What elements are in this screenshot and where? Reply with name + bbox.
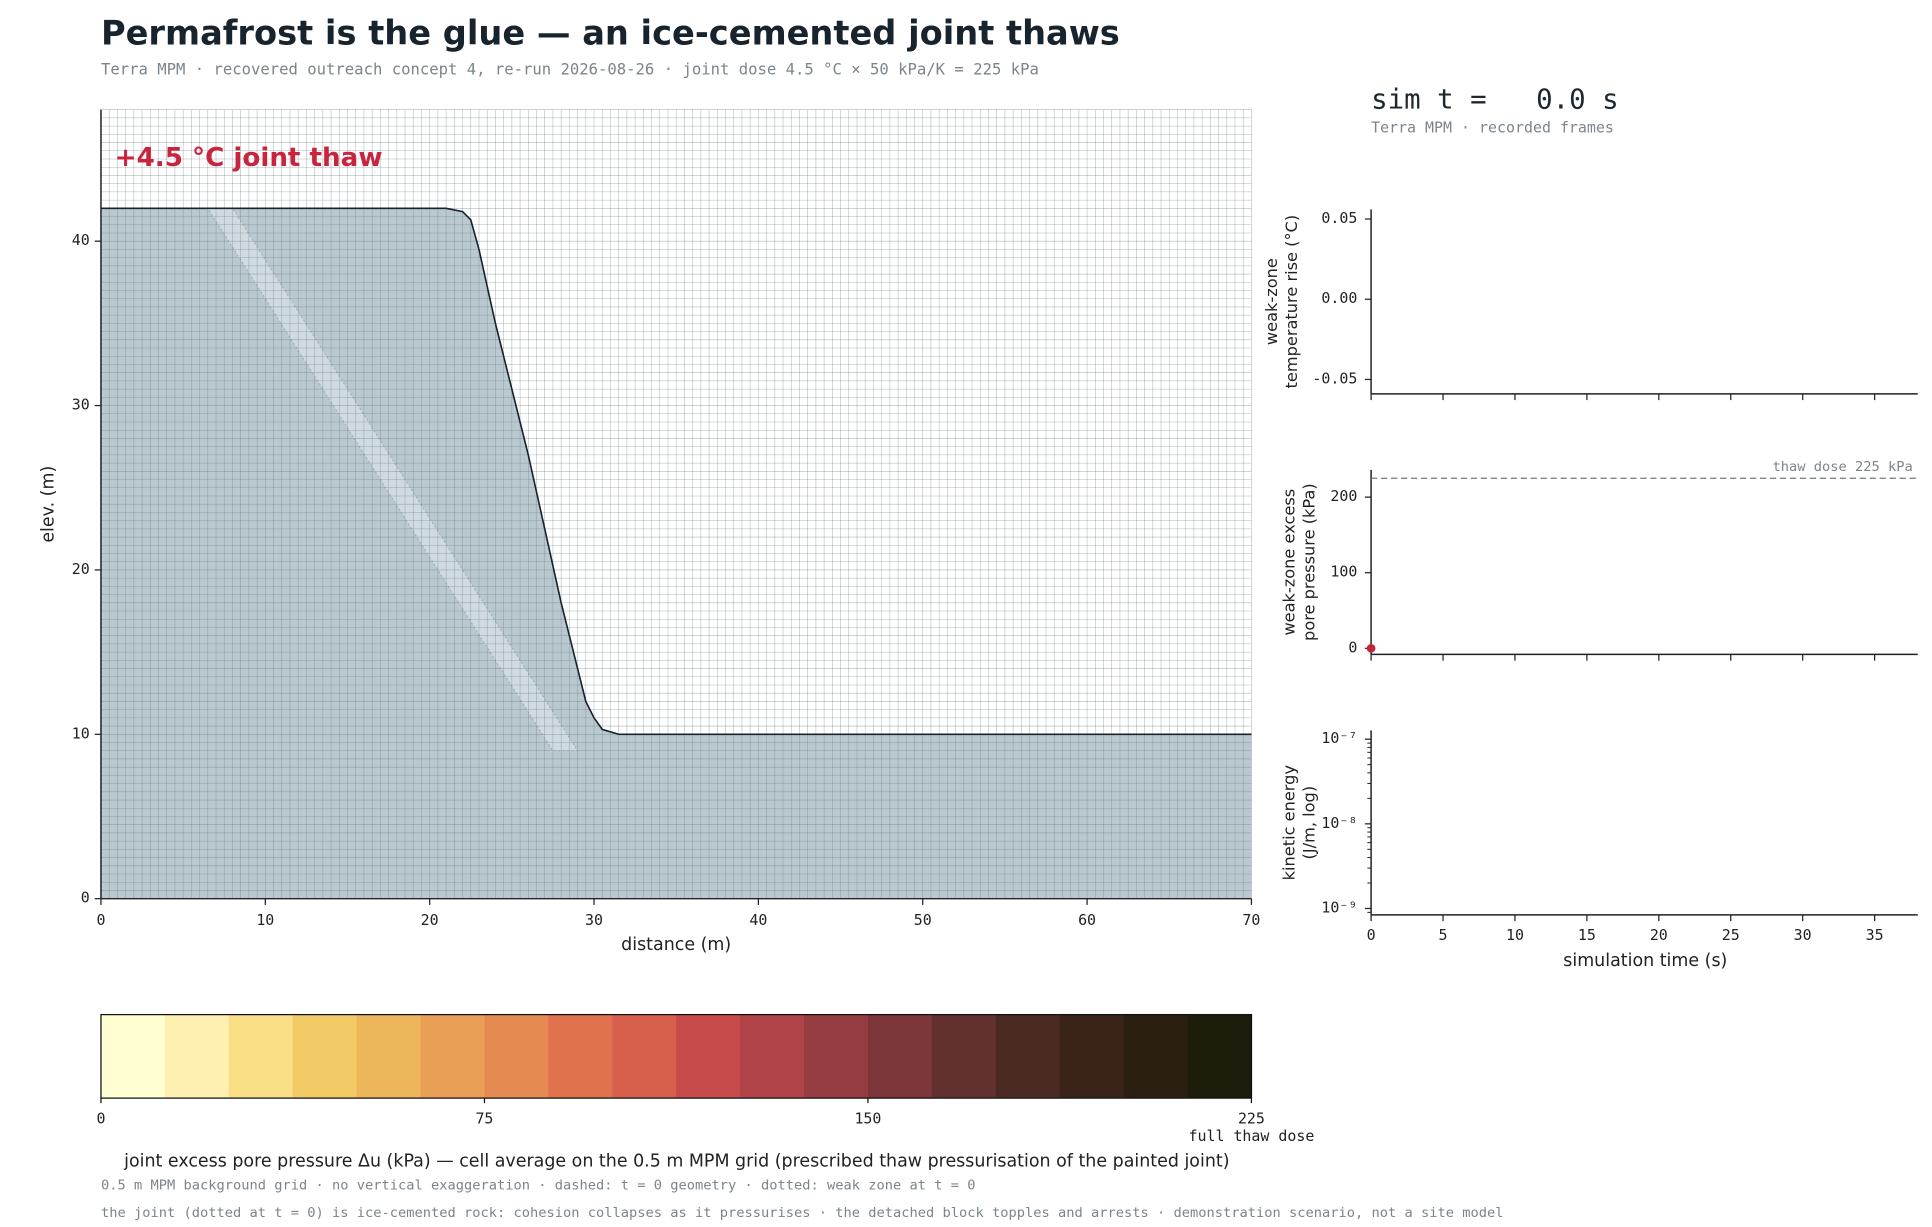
y-tick-label: 100 [1330,563,1357,581]
colorbar-band [867,1014,933,1099]
colorbar-band [1059,1014,1125,1099]
mpm-grid [100,109,1252,899]
x-axis-label: simulation time (s) [1563,951,1727,971]
x-tick-label: 30 [585,911,603,929]
colorbar-band [548,1014,613,1099]
colorbar-tick-label: 0 [96,1109,105,1127]
x-tick-label: 0 [96,911,105,929]
x-tick-label: 25 [1722,926,1740,944]
x-axis-label: distance (m) [621,935,731,955]
y-tick-label: 30 [72,396,90,414]
x-tick-label: 0 [1367,926,1376,944]
subtitle: Terra MPM · recovered outreach concept 4… [101,60,1039,78]
x-tick-label: 5 [1439,926,1448,944]
y-axis-label: elev. (m) [39,466,59,543]
annotation: +4.5 °C joint thaw [115,143,383,173]
colorbar-band [612,1014,677,1099]
x-tick-label: 30 [1794,926,1812,944]
colorbar-frame [100,1013,1253,1099]
colorbar-band [1187,1014,1253,1099]
sim-caption: Terra MPM · recorded frames [1371,118,1614,136]
reference-label: thaw dose 225 kPa [1773,459,1913,475]
x-tick-label: 35 [1866,926,1884,944]
sim-time: sim t = 0.0 s [1371,84,1619,115]
x-tick-label: 20 [421,911,439,929]
y-tick-label: 0.00 [1321,289,1357,307]
y-axis-label: kinetic energy [1280,765,1299,881]
colorbar-band [292,1014,358,1099]
y-tick-label: 0.05 [1321,209,1357,227]
y-axis-label: weak-zone excess [1280,489,1299,636]
colorbar-band [931,1014,997,1099]
colorbar-tick-label: 150 [854,1109,881,1127]
colorbar-band [676,1014,741,1099]
y-tick-label: 10⁻⁸ [1321,814,1357,832]
y-tick-label: -0.05 [1312,369,1357,387]
colorbar-band [804,1014,869,1099]
title: Permafrost is the glue — an ice-cemented… [101,13,1120,52]
y-axis-label: pore pressure (kPa) [1300,483,1319,641]
y-axis-label: (J/m, log) [1300,786,1319,860]
y-tick-label: 10⁻⁷ [1321,729,1357,747]
footnote: 0.5 m MPM background grid · no vertical … [101,1177,976,1193]
colorbar-band [100,1014,166,1099]
colorbar-tick-label: 225 [1238,1109,1265,1127]
colorbar-band [420,1014,486,1099]
colorbar-tick-label: 75 [475,1109,493,1127]
point [1366,643,1376,653]
colorbar-band [740,1014,805,1099]
y-tick-label: 40 [72,231,90,249]
colorbar-band [995,1014,1061,1099]
colorbar-label: joint excess pore pressure Δu (kPa) — ce… [123,1152,1229,1172]
colorbar-band [164,1014,230,1099]
x-tick-label: 15 [1578,926,1596,944]
y-tick-label: 10 [72,724,90,742]
colorbar-note: full thaw dose [1188,1127,1314,1145]
x-tick-label: 10 [256,911,274,929]
x-tick-label: 20 [1650,926,1668,944]
y-axis-label: temperature rise (°C) [1282,215,1301,389]
footnote: the joint (dotted at t = 0) is ice-cemen… [101,1205,1504,1221]
colorbar-band [228,1014,294,1099]
y-tick-label: 0 [81,889,90,907]
x-tick-label: 50 [914,911,932,929]
x-tick-label: 10 [1506,926,1524,944]
y-tick-label: 20 [72,560,90,578]
x-tick-label: 70 [1242,911,1260,929]
x-tick-label: 60 [1078,911,1096,929]
colorbar-band [1123,1014,1189,1099]
colorbar-band [356,1014,422,1099]
x-tick-label: 40 [749,911,767,929]
surface-line [100,207,1252,736]
y-tick-label: 0 [1348,638,1357,656]
y-tick-label: 200 [1330,487,1357,505]
colorbar-band [484,1014,549,1099]
y-axis-label: weak-zone [1262,258,1281,345]
y-tick-label: 10⁻⁹ [1321,898,1357,916]
